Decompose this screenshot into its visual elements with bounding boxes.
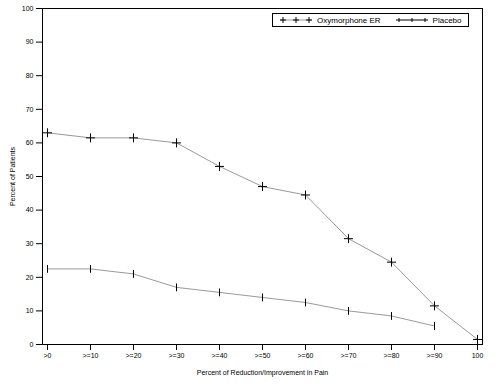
svg-text:90: 90 [26,38,34,45]
svg-text:>=60: >=60 [298,352,314,359]
svg-text:0: 0 [30,341,34,348]
html-text:Placebo: Placebo [432,15,462,25]
svg-text:>=90: >=90 [427,352,443,359]
svg-text:100: 100 [472,352,484,359]
svg-text:>0: >0 [44,352,52,359]
svg-text:80: 80 [26,72,34,79]
svg-text:50: 50 [26,173,34,180]
svg-text:>=50: >=50 [255,352,271,359]
svg-text:Percent of Patients: Percent of Patients [9,146,16,206]
svg-text:>=20: >=20 [126,352,142,359]
svg-text:>=80: >=80 [384,352,400,359]
svg-text:30: 30 [26,240,34,247]
svg-text:40: 40 [26,206,34,213]
svg-text:10: 10 [26,307,34,314]
svg-text:20: 20 [26,274,34,281]
svg-text:>=70: >=70 [341,352,357,359]
svg-text:60: 60 [26,139,34,146]
svg-text:>=40: >=40 [212,352,228,359]
html-text:Oxymorphone ER: Oxymorphone ER [317,15,381,25]
svg-text:>=10: >=10 [83,352,99,359]
svg-text:Percent of Reduction/Improveme: Percent of Reduction/Improvement in Pain [197,369,329,377]
svg-text:100: 100 [22,5,34,12]
svg-text:70: 70 [26,106,34,113]
svg-text:>=30: >=30 [169,352,185,359]
